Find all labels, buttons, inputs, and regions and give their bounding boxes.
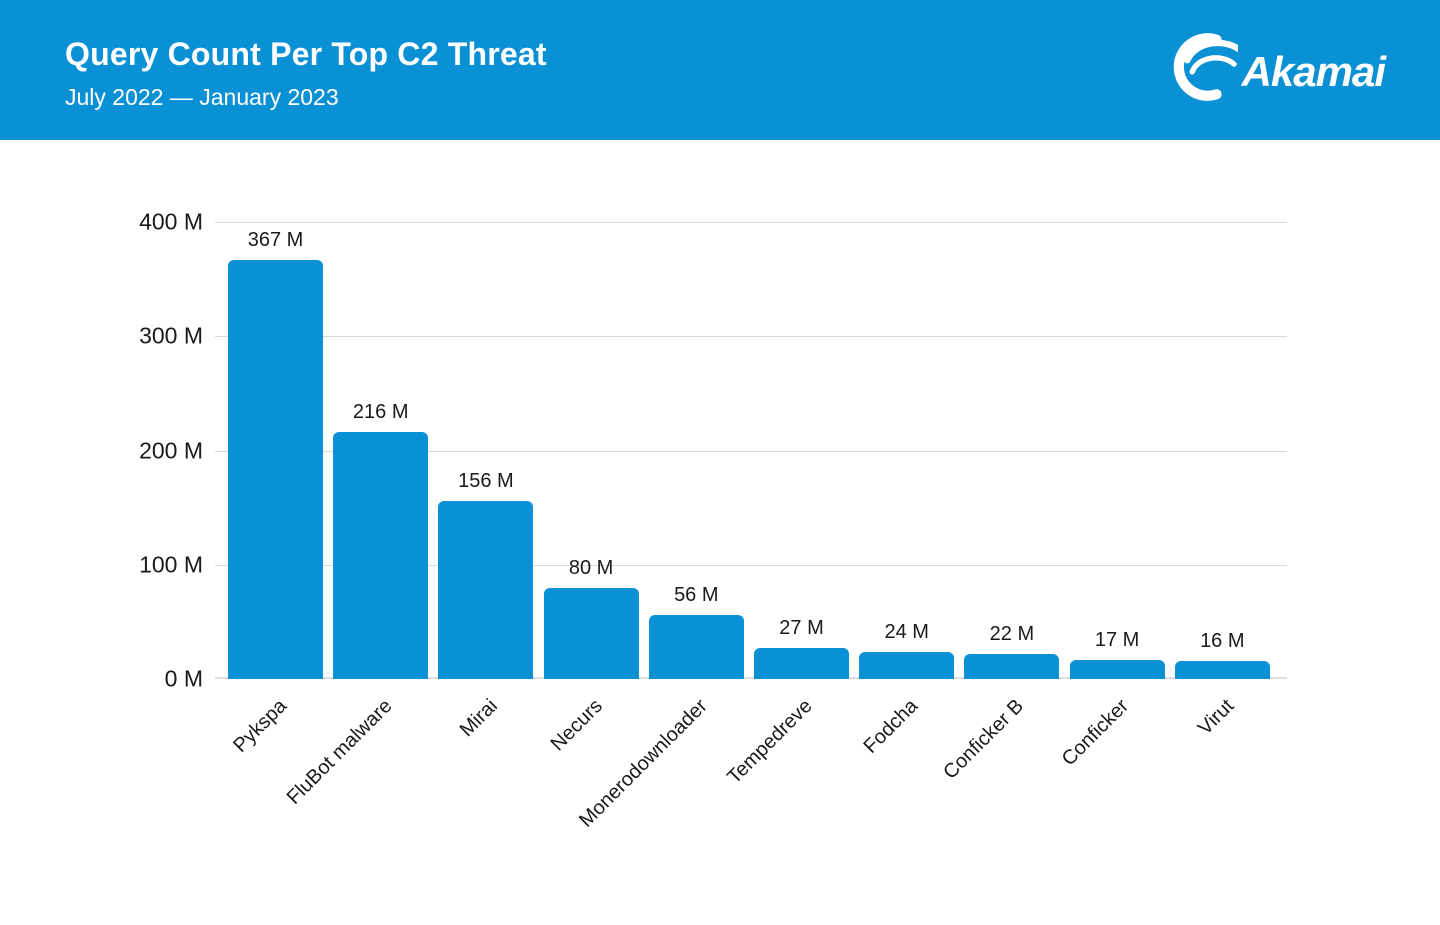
- akamai-wordmark: Akamai: [1241, 48, 1386, 95]
- y-tick-label: 200 M: [139, 437, 203, 463]
- bar-pykspa: [228, 259, 323, 679]
- page-subtitle: July 2022 — January 2023: [65, 84, 339, 110]
- x-tick-label: Mirai: [455, 695, 502, 742]
- y-tick-label: 0 M: [164, 665, 203, 692]
- x-tick-label: Conficker: [1057, 695, 1133, 771]
- bar-value-label: 22 M: [989, 622, 1035, 645]
- x-tick-label: Tempedreve: [723, 695, 818, 789]
- gridline: [215, 222, 1287, 223]
- bar-tempedreve: [754, 648, 849, 679]
- chart-region: 0 M 100 M 200 M 300 M 400 M 367 M Pykspa 216 M F…: [0, 140, 1440, 925]
- plot-area: 0 M 100 M 200 M 300 M 400 M 367 M Pykspa 216 M F…: [139, 209, 1287, 832]
- x-tick-label: Necurs: [546, 695, 607, 756]
- bar-value-label: 367 M: [247, 228, 304, 251]
- akamai-wave-icon: [1164, 31, 1245, 110]
- bar-monerodownloader: [648, 615, 744, 679]
- y-tick-label: 300 M: [139, 322, 203, 349]
- x-tick-label: Pykspa: [229, 695, 292, 757]
- x-tick-label: Fodcha: [859, 695, 923, 758]
- bar-value-label: 216 M: [352, 401, 409, 424]
- bar-value-label: 24 M: [884, 620, 929, 643]
- y-tick-label: 400 M: [139, 208, 203, 235]
- y-tick-label: 100 M: [139, 551, 203, 578]
- gridline: [215, 336, 1287, 338]
- akamai-logo: Akamai: [1164, 31, 1386, 110]
- gridline: [215, 564, 1287, 566]
- bar-mirai: [438, 500, 534, 679]
- bar-value-label: 17 M: [1094, 628, 1140, 651]
- bar-value-label: 16 M: [1200, 629, 1245, 652]
- bar-conficker: [1069, 659, 1165, 679]
- bar-value-label: 156 M: [458, 469, 514, 492]
- page-title: Query Count Per Top C2 Threat: [65, 36, 547, 72]
- bar-conficker-b: [964, 653, 1060, 679]
- bar-value-label: 27 M: [779, 617, 824, 640]
- x-axis-baseline: [215, 677, 1287, 679]
- bar-fodcha: [859, 651, 955, 679]
- x-tick-label: Conficker B: [938, 695, 1028, 784]
- gridline: [215, 450, 1287, 452]
- x-tick-label: Virut: [1193, 695, 1238, 740]
- bar-virut: [1174, 660, 1270, 679]
- header-banner: Query Count Per Top C2 Threat July 2022 …: [0, 0, 1440, 140]
- bar-necurs: [543, 587, 639, 679]
- bar-value-label: 56 M: [674, 584, 719, 607]
- bar-value-label: 80 M: [568, 556, 614, 579]
- x-tick-label: FluBot malware: [282, 695, 397, 809]
- bar-flubot-malware: [333, 432, 429, 679]
